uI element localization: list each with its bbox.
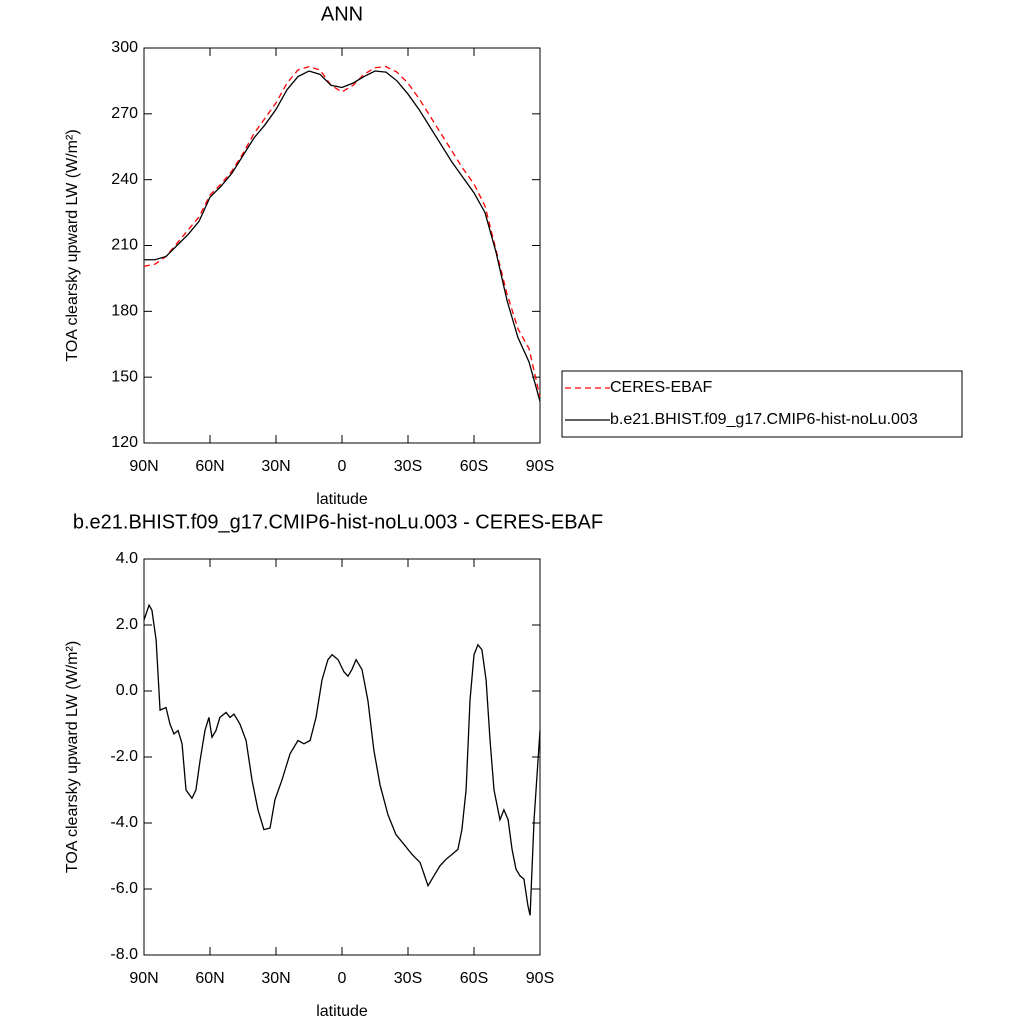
x-tick-label: 60S bbox=[460, 458, 488, 475]
x-axis-label: latitude bbox=[316, 1003, 368, 1020]
y-axis-label: TOA clearsky upward LW (W/m²) bbox=[64, 129, 81, 361]
x-axis-label: latitude bbox=[316, 491, 368, 508]
legend-label: b.e21.BHIST.f09_g17.CMIP6-hist-noLu.003 bbox=[610, 411, 918, 428]
legend-box bbox=[561, 370, 963, 438]
x-tick-label: 90N bbox=[129, 458, 158, 475]
y-tick-label: 300 bbox=[111, 39, 138, 56]
y-tick-label: -6.0 bbox=[110, 880, 138, 897]
y-tick-label: 4.0 bbox=[116, 550, 138, 567]
y-tick-label: -4.0 bbox=[110, 814, 138, 831]
x-tick-label: 30N bbox=[261, 970, 290, 987]
plot-frame bbox=[143, 558, 541, 956]
chart-title: b.e21.BHIST.f09_g17.CMIP6-hist-noLu.003 … bbox=[73, 511, 603, 533]
x-tick-label: 0 bbox=[338, 458, 347, 475]
y-tick-label: 240 bbox=[111, 171, 138, 188]
plot-frame bbox=[143, 47, 541, 444]
y-tick-label: 150 bbox=[111, 368, 138, 385]
x-tick-label: 60N bbox=[195, 458, 224, 475]
x-tick-label: 30S bbox=[394, 970, 422, 987]
x-tick-label: 90N bbox=[129, 970, 158, 987]
x-tick-label: 90S bbox=[526, 970, 554, 987]
x-tick-label: 60N bbox=[195, 970, 224, 987]
x-tick-label: 30S bbox=[394, 458, 422, 475]
x-tick-label: 60S bbox=[460, 970, 488, 987]
x-tick-label: 0 bbox=[338, 970, 347, 987]
data-line bbox=[144, 70, 541, 402]
y-tick-label: 120 bbox=[111, 434, 138, 451]
y-axis-label: TOA clearsky upward LW (W/m²) bbox=[64, 641, 81, 873]
data-line bbox=[143, 65, 541, 398]
y-tick-label: -2.0 bbox=[110, 748, 138, 765]
y-tick-label: 270 bbox=[111, 105, 138, 122]
chart-title: ANN bbox=[321, 3, 363, 25]
y-tick-label: 180 bbox=[111, 303, 138, 320]
legend-label: CERES-EBAF bbox=[610, 379, 712, 396]
x-tick-label: 90S bbox=[526, 458, 554, 475]
data-line bbox=[143, 603, 541, 916]
y-tick-label: 210 bbox=[111, 237, 138, 254]
y-tick-label: 0.0 bbox=[116, 682, 138, 699]
x-tick-label: 30N bbox=[261, 458, 290, 475]
y-tick-label: 2.0 bbox=[116, 616, 138, 633]
y-tick-label: -8.0 bbox=[110, 946, 138, 963]
